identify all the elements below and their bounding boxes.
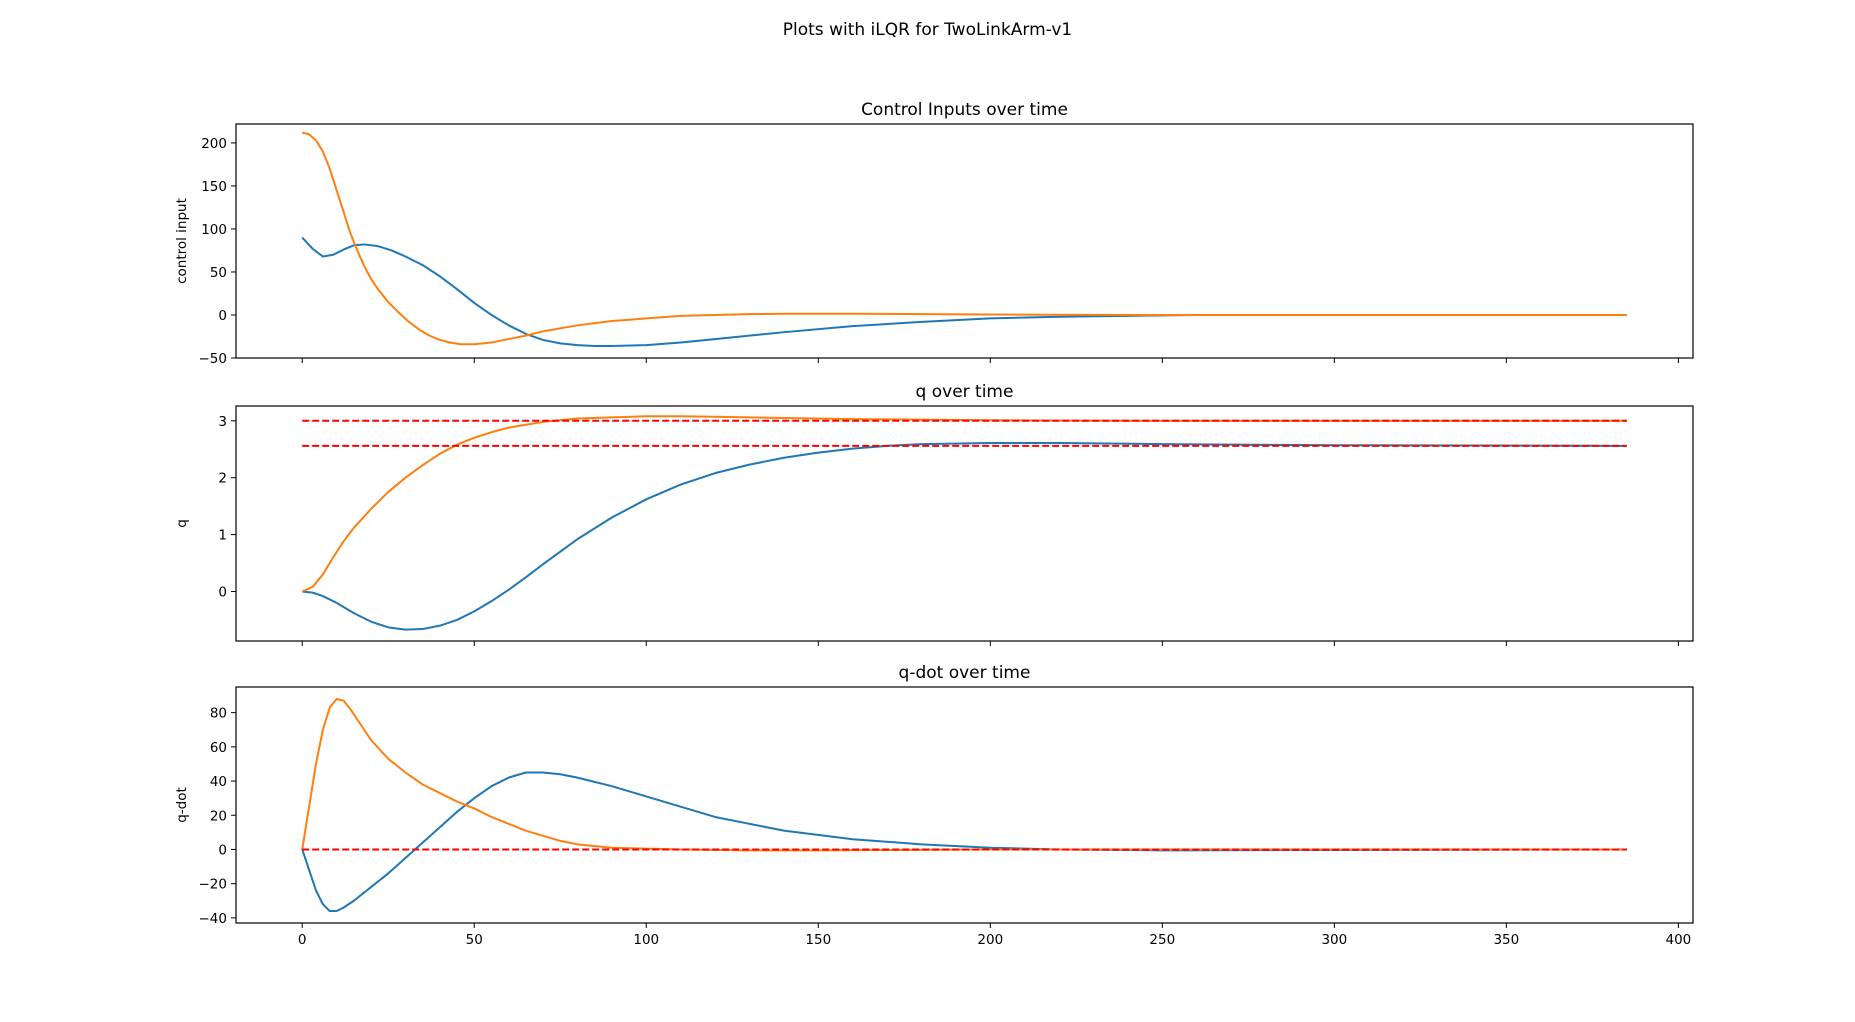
series-line-2 xyxy=(301,697,1627,852)
subplot-title: q over time xyxy=(916,382,1014,402)
plot-area xyxy=(301,415,1627,631)
x-tick-label: 100 xyxy=(633,932,659,948)
y-tick-label: 40 xyxy=(210,774,227,790)
y-tick-label: 0 xyxy=(218,842,227,858)
x-tick-label: 200 xyxy=(977,932,1003,948)
y-tick-label: 50 xyxy=(210,265,227,281)
y-tick-label: 60 xyxy=(210,740,227,756)
series-line-1 xyxy=(301,771,1627,913)
x-tick-label: 300 xyxy=(1321,932,1347,948)
y-tick-label: 3 xyxy=(218,414,227,430)
y-tick-label: −50 xyxy=(199,351,228,367)
y-axis-label: q-dot xyxy=(174,787,190,823)
x-tick-label: 50 xyxy=(466,932,483,948)
y-tick-label: 150 xyxy=(201,179,227,195)
x-tick-label: 400 xyxy=(1665,932,1691,948)
y-tick-label: −20 xyxy=(199,877,228,893)
y-tick-label: 0 xyxy=(218,308,227,324)
subplot-title: Control Inputs over time xyxy=(861,100,1068,120)
y-tick-label: 0 xyxy=(218,584,227,600)
y-axis-label: q xyxy=(174,519,190,528)
y-tick-label: 80 xyxy=(210,706,227,722)
series-line-2 xyxy=(301,415,1627,593)
y-tick-label: 100 xyxy=(201,222,227,238)
axes-frame xyxy=(235,405,1694,642)
subplot-2: q over time q 0 1 2 3 xyxy=(174,382,1694,646)
series-line-1 xyxy=(301,236,1627,347)
x-tick-label: 0 xyxy=(298,932,307,948)
series-line-1 xyxy=(302,441,1627,631)
subplot-panels: Control Inputs over time control input −50… xyxy=(174,100,1694,948)
plot-area xyxy=(301,131,1627,347)
axes-frame xyxy=(235,686,1694,924)
y-axis-label: control input xyxy=(174,198,190,284)
figure-suptitle: Plots with iLQR for TwoLinkArm-v1 xyxy=(783,20,1072,40)
subplot-title: q-dot over time xyxy=(899,663,1031,683)
y-tick-label: 20 xyxy=(210,808,227,824)
y-tick-label: 2 xyxy=(218,471,227,487)
axes-frame xyxy=(235,123,1694,359)
y-tick-label: 1 xyxy=(218,528,227,544)
y-tick-label: 200 xyxy=(201,136,227,152)
x-tick-label: 250 xyxy=(1149,932,1175,948)
x-tick-label: 150 xyxy=(805,932,831,948)
x-tick-label: 350 xyxy=(1493,932,1519,948)
series-line-2 xyxy=(301,131,1627,346)
y-tick-label: −40 xyxy=(199,911,228,927)
subplot-1: Control Inputs over time control input −50… xyxy=(174,100,1694,367)
plot-area xyxy=(301,697,1627,913)
